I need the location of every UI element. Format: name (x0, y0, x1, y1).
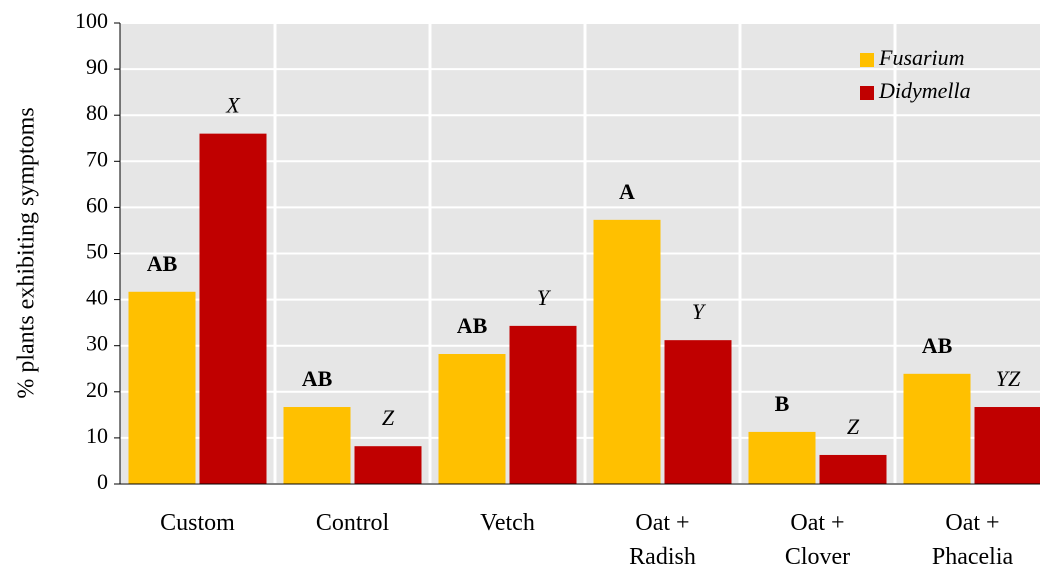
bar (903, 373, 971, 484)
bar (199, 133, 267, 484)
y-tick-label: 0 (97, 469, 108, 494)
x-tick-label: Custom (160, 510, 235, 536)
y-tick-label: 60 (86, 192, 108, 217)
y-axis-label: % plants exhibiting symptoms (14, 107, 40, 398)
bar (593, 219, 661, 485)
bar (438, 353, 506, 484)
bar (283, 407, 351, 484)
significance-letter: Z (382, 405, 395, 430)
y-tick-label: 80 (86, 100, 108, 125)
y-tick-label: 40 (86, 285, 108, 310)
y-tick-label: 50 (86, 239, 108, 264)
bar (509, 325, 577, 484)
x-tick-label: Vetch (480, 510, 535, 536)
significance-letter: AB (922, 333, 953, 358)
x-tick-label: Oat + Phacelia (931, 510, 1014, 570)
significance-letter: A (619, 179, 635, 204)
legend-label: Didymella (878, 78, 971, 103)
y-tick-label: 90 (86, 54, 108, 79)
legend-swatch (860, 53, 874, 67)
x-tick-label: Oat + Clover (784, 510, 851, 570)
bar (974, 407, 1040, 484)
significance-letter: B (775, 391, 790, 416)
significance-letter: AB (457, 313, 488, 338)
bar (128, 291, 196, 484)
y-tick-label: 100 (75, 8, 108, 33)
bar (819, 454, 887, 484)
significance-letter: Y (537, 285, 552, 310)
significance-letter: Z (847, 414, 860, 439)
significance-letter: X (225, 93, 241, 118)
legend-label: Fusarium (878, 45, 965, 70)
x-tick-label: Control (315, 510, 390, 536)
significance-letter: Y (692, 299, 707, 324)
significance-letter: AB (302, 366, 333, 391)
y-tick-label: 30 (86, 331, 108, 356)
bar (748, 431, 816, 484)
y-tick-label: 20 (86, 377, 108, 402)
bar (354, 446, 422, 484)
y-tick-label: 70 (86, 146, 108, 171)
y-tick-label: 10 (86, 423, 108, 448)
significance-letter: AB (147, 251, 178, 276)
bar (664, 340, 732, 484)
significance-letter: YZ (996, 366, 1021, 391)
legend-swatch (860, 86, 874, 100)
x-tick-label: Oat + Radish (629, 510, 696, 570)
